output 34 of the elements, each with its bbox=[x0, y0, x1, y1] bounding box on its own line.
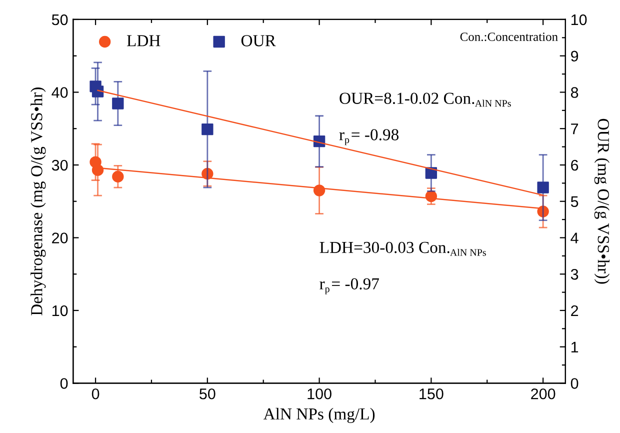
point bbox=[112, 170, 124, 182]
y2-axis-title: OUR (mg O/(g VSS•hr)) bbox=[594, 118, 610, 284]
y2-tick-label: 10 bbox=[571, 14, 587, 26]
y-tick-label: 0 bbox=[60, 378, 68, 389]
point bbox=[537, 182, 549, 194]
y2-tick-label: 3 bbox=[570, 268, 578, 280]
point bbox=[112, 98, 124, 110]
y2-tick-label: 6 bbox=[571, 160, 578, 171]
legend-label: LDH bbox=[126, 35, 160, 46]
legend-label: OUR bbox=[241, 35, 276, 46]
x-tick-label: 200 bbox=[531, 388, 556, 400]
y-tick-label: 10 bbox=[52, 305, 68, 316]
y-axis-title: Dehydrogenase (mg O/(g VSS•hr) bbox=[30, 88, 46, 316]
x-axis-title: AlN NPs (mg/L) bbox=[263, 408, 375, 424]
x-tick-label: 100 bbox=[308, 388, 332, 400]
y-tick-label: 20 bbox=[52, 232, 68, 244]
annotation: Con.:Concentration bbox=[460, 32, 558, 42]
x-tick-label: 50 bbox=[200, 388, 216, 400]
y-tick-label: 50 bbox=[52, 14, 68, 26]
y2-tick-label: 2 bbox=[571, 305, 578, 316]
y2-tick-label: 1 bbox=[571, 342, 578, 352]
y2-tick-label: 7 bbox=[571, 124, 578, 134]
x-tick-label: 150 bbox=[420, 388, 444, 400]
y2-tick-label: 0 bbox=[570, 378, 578, 389]
y-tick-label: 40 bbox=[52, 87, 68, 98]
y2-tick-label: 5 bbox=[570, 196, 578, 208]
y-tick-label: 30 bbox=[52, 160, 68, 171]
x-tick-label: 0 bbox=[92, 388, 100, 400]
point bbox=[92, 164, 104, 176]
point bbox=[92, 86, 104, 98]
y2-tick-label: 8 bbox=[570, 87, 578, 98]
y2-tick-label: 4 bbox=[570, 232, 578, 244]
point bbox=[202, 123, 214, 136]
y2-tick-label: 9 bbox=[571, 50, 578, 62]
